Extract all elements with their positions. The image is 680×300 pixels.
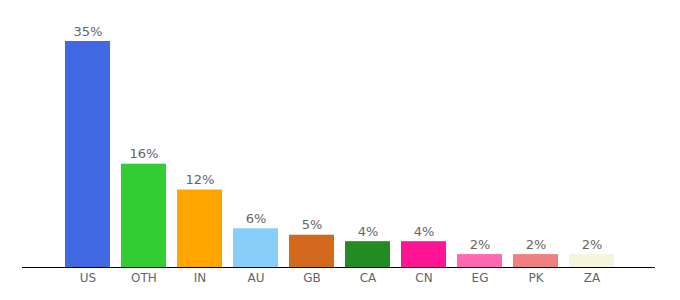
svg-text:US: US: [80, 271, 96, 285]
svg-text:OTH: OTH: [131, 271, 157, 285]
svg-text:2%: 2%: [526, 237, 547, 252]
svg-text:5%: 5%: [302, 217, 323, 232]
svg-text:2%: 2%: [470, 237, 491, 252]
svg-text:12%: 12%: [186, 172, 215, 187]
svg-text:CA: CA: [360, 271, 377, 285]
svg-text:PK: PK: [528, 271, 544, 285]
svg-text:6%: 6%: [246, 211, 267, 226]
svg-text:IN: IN: [194, 271, 207, 285]
svg-text:2%: 2%: [582, 237, 603, 252]
svg-text:4%: 4%: [358, 224, 379, 239]
svg-text:4%: 4%: [414, 224, 435, 239]
svg-text:ZA: ZA: [584, 271, 601, 285]
svg-text:AU: AU: [248, 271, 265, 285]
svg-text:GB: GB: [303, 271, 321, 285]
svg-text:CN: CN: [415, 271, 432, 285]
svg-text:35%: 35%: [74, 24, 103, 39]
svg-text:EG: EG: [472, 271, 489, 285]
svg-text:16%: 16%: [130, 146, 159, 161]
